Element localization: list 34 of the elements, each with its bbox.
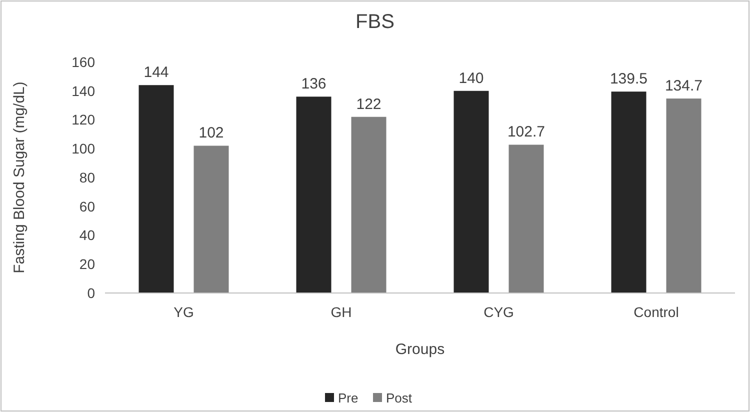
y-tick-label: 60: [79, 198, 96, 214]
y-tick-label: 140: [72, 82, 96, 99]
data-label: 102: [198, 124, 224, 142]
bar: [666, 98, 702, 293]
x-tick-label: GH: [330, 304, 352, 320]
y-tick-label: 80: [79, 169, 96, 186]
x-tick-label: CYG: [484, 304, 514, 320]
data-label: 122: [356, 96, 382, 113]
x-tick-label: Control: [634, 304, 679, 320]
y-tick-label: 20: [79, 256, 96, 272]
bar: [351, 116, 386, 293]
y-tick-label: 100: [72, 140, 96, 157]
data-label: 139.5: [610, 70, 648, 88]
bar: [508, 144, 544, 293]
bar: [194, 146, 229, 293]
legend-label: Post: [386, 390, 412, 406]
y-tick-label: 0: [87, 284, 96, 301]
chart-title: FBS: [356, 11, 394, 33]
x-tick-label: YG: [174, 304, 194, 320]
y-tick-label: 160: [72, 54, 96, 70]
y-axis-title: Fasting Blood Sugar (mg/dL): [11, 82, 28, 274]
x-axis-title: Groups: [395, 341, 445, 358]
bar: [454, 90, 489, 293]
y-tick-label: 40: [79, 227, 96, 244]
bar: [611, 92, 646, 293]
bar: [296, 96, 332, 293]
data-label: 136: [301, 76, 326, 93]
bar: [138, 85, 174, 293]
data-label: 144: [144, 64, 169, 82]
data-label: 134.7: [664, 78, 703, 95]
data-label: 102.7: [507, 124, 546, 141]
data-label: 140: [458, 70, 484, 87]
legend-label: Pre: [338, 390, 358, 406]
y-tick-label: 120: [72, 112, 96, 128]
